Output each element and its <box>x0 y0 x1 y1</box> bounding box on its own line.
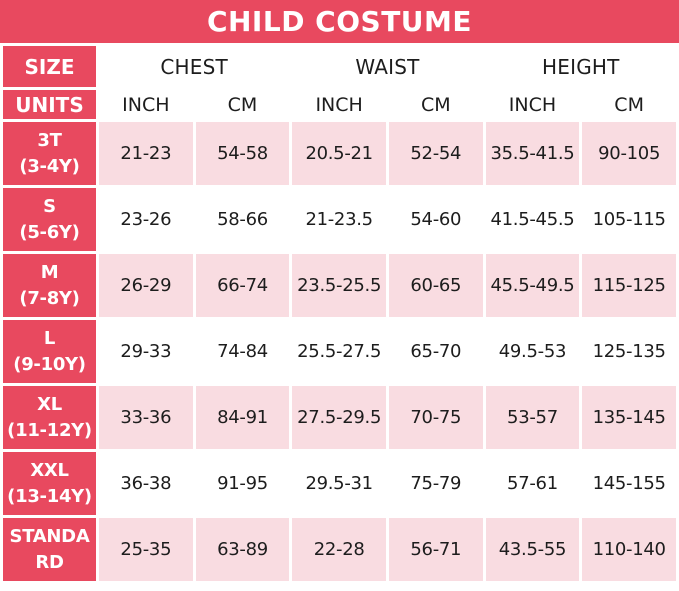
value-cell: 56-71 <box>388 518 483 581</box>
value-cell: 54-60 <box>388 188 483 251</box>
table-row: 3T (3-4Y) 21-23 54-58 20.5-21 52-54 35.5-41.5 9… <box>3 122 676 185</box>
size-cell-line: L <box>43 328 56 350</box>
value-cell: 21-23 <box>99 122 193 185</box>
value-cell: 115-125 <box>582 254 676 317</box>
value-cell: 49.5-53 <box>485 320 580 383</box>
size-cell-line: (13-14Y) <box>7 485 92 507</box>
value-cell: 70-75 <box>388 386 483 449</box>
value-cell: 52-54 <box>388 122 483 185</box>
value-cell: 23-26 <box>99 188 193 251</box>
value-cell: 63-89 <box>195 518 290 581</box>
value-cell: 53-57 <box>485 386 580 449</box>
value-cell: 20.5-21 <box>292 122 386 185</box>
value-cell: 135-145 <box>582 386 676 449</box>
value-cell: 65-70 <box>388 320 483 383</box>
value-cell: 25-35 <box>99 518 193 581</box>
size-cell: 3T (3-4Y) <box>3 122 96 185</box>
value-cell: 36-38 <box>99 452 193 515</box>
size-cell: L (9-10Y) <box>3 320 96 383</box>
size-cell-line: RD <box>35 551 64 573</box>
value-cell: 23.5-25.5 <box>292 254 386 317</box>
group-header-row: SIZE CHEST WAIST HEIGHT <box>3 46 676 87</box>
table-row: L (9-10Y) 29-33 74-84 25.5-27.5 65-70 49.5-53 1… <box>3 320 676 383</box>
group-header-chest: CHEST <box>99 46 290 87</box>
unit-header-chest-cm: CM <box>195 90 290 119</box>
value-cell: 60-65 <box>388 254 483 317</box>
value-cell: 90-105 <box>582 122 676 185</box>
table-row: XXL (13-14Y) 36-38 91-95 29.5-31 75-79 57-61 14… <box>3 452 676 515</box>
size-cell: STANDA RD <box>3 518 96 581</box>
value-cell: 105-115 <box>582 188 676 251</box>
size-rows: 3T (3-4Y) 21-23 54-58 20.5-21 52-54 35.5-41.5 9… <box>3 122 676 581</box>
units-header-cell: UNITS <box>3 90 96 119</box>
unit-header-waist-cm: CM <box>388 90 483 119</box>
size-cell: XXL (13-14Y) <box>3 452 96 515</box>
value-cell: 29-33 <box>99 320 193 383</box>
value-cell: 29.5-31 <box>292 452 386 515</box>
value-cell: 74-84 <box>195 320 290 383</box>
value-cell: 66-74 <box>195 254 290 317</box>
size-cell-line: S <box>43 196 56 218</box>
value-cell: 27.5-29.5 <box>292 386 386 449</box>
value-cell: 41.5-45.5 <box>485 188 580 251</box>
size-cell: M (7-8Y) <box>3 254 96 317</box>
value-cell: 125-135 <box>582 320 676 383</box>
value-cell: 43.5-55 <box>485 518 580 581</box>
size-cell-line: (3-4Y) <box>19 155 80 177</box>
table-row: S (5-6Y) 23-26 58-66 21-23.5 54-60 41.5-45.5 10… <box>3 188 676 251</box>
size-cell-line: (7-8Y) <box>19 287 80 309</box>
table-row: M (7-8Y) 26-29 66-74 23.5-25.5 60-65 45.5-49.5… <box>3 254 676 317</box>
unit-header-height-cm: CM <box>582 90 676 119</box>
table-row: STANDA RD 25-35 63-89 22-28 56-71 43.5-55 110-1… <box>3 518 676 581</box>
value-cell: 45.5-49.5 <box>485 254 580 317</box>
unit-header-waist-inch: INCH <box>292 90 386 119</box>
value-cell: 54-58 <box>195 122 290 185</box>
unit-header-chest-inch: INCH <box>99 90 193 119</box>
value-cell: 26-29 <box>99 254 193 317</box>
size-cell-line: STANDA <box>9 526 90 548</box>
value-cell: 57-61 <box>485 452 580 515</box>
value-cell: 21-23.5 <box>292 188 386 251</box>
group-header-height: HEIGHT <box>485 46 676 87</box>
size-cell-line: M <box>40 262 59 284</box>
table-row: XL (11-12Y) 33-36 84-91 27.5-29.5 70-75 53-57 1… <box>3 386 676 449</box>
group-header-waist: WAIST <box>292 46 483 87</box>
value-cell: 75-79 <box>388 452 483 515</box>
value-cell: 58-66 <box>195 188 290 251</box>
value-cell: 33-36 <box>99 386 193 449</box>
size-chart-table: SIZE CHEST WAIST HEIGHT UNITS INCH CM IN… <box>0 43 679 584</box>
value-cell: 25.5-27.5 <box>292 320 386 383</box>
value-cell: 110-140 <box>582 518 676 581</box>
size-cell: S (5-6Y) <box>3 188 96 251</box>
unit-header-height-inch: INCH <box>485 90 580 119</box>
page-title: CHILD COSTUME <box>0 0 679 43</box>
units-header-row: UNITS INCH CM INCH CM INCH CM <box>3 90 676 119</box>
size-cell-line: XXL <box>30 460 69 482</box>
size-cell-line: XL <box>37 394 62 416</box>
size-cell-line: (9-10Y) <box>13 353 86 375</box>
value-cell: 22-28 <box>292 518 386 581</box>
size-cell-line: (5-6Y) <box>19 221 80 243</box>
value-cell: 35.5-41.5 <box>485 122 580 185</box>
size-cell: XL (11-12Y) <box>3 386 96 449</box>
size-cell-line: 3T <box>37 130 62 152</box>
value-cell: 91-95 <box>195 452 290 515</box>
size-cell-line: (11-12Y) <box>7 419 92 441</box>
value-cell: 145-155 <box>582 452 676 515</box>
size-header-cell: SIZE <box>3 46 96 87</box>
value-cell: 84-91 <box>195 386 290 449</box>
